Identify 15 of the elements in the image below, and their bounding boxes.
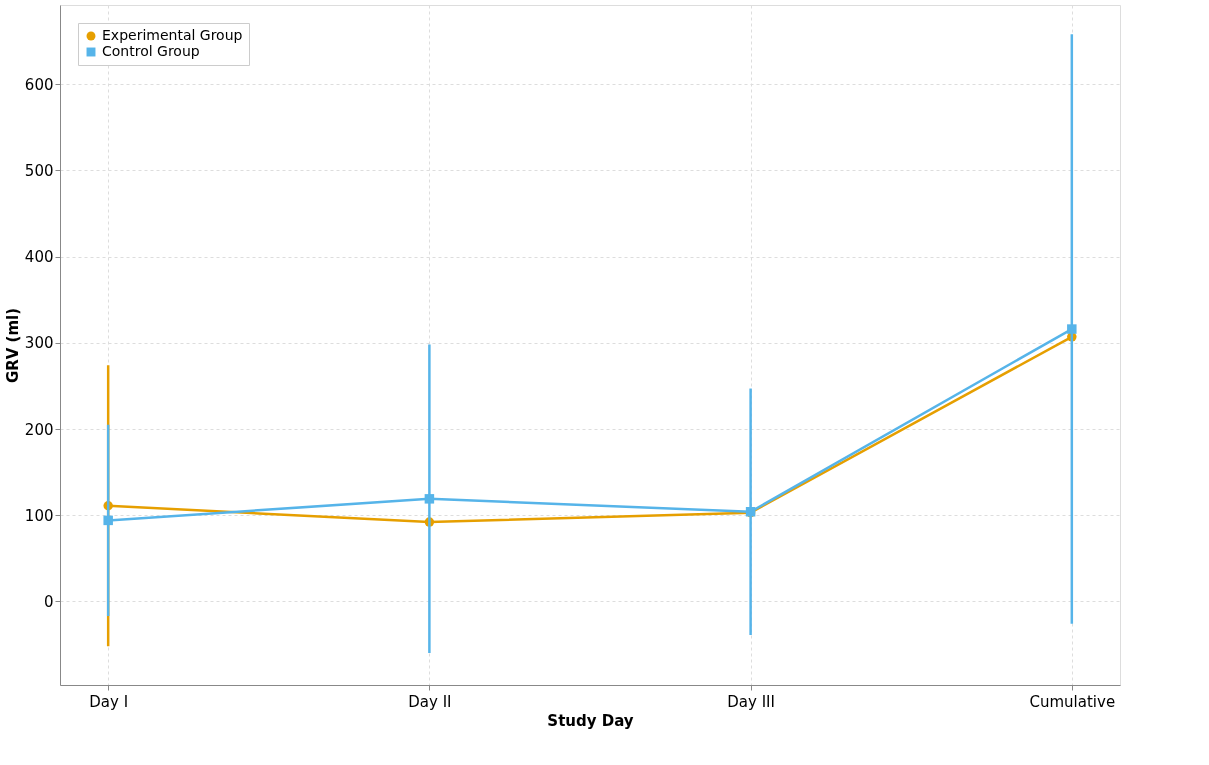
y-axis-title: GRV (ml) xyxy=(3,307,22,384)
y-tick-label: 100 xyxy=(24,506,54,525)
y-tick-label: 200 xyxy=(24,420,54,439)
legend-label: Experimental Group xyxy=(102,27,243,43)
x-tick-label: Day III xyxy=(727,692,775,711)
x-tick-label: Day I xyxy=(89,692,129,711)
y-tick-label: 500 xyxy=(24,161,54,180)
x-axis-title: Study Day xyxy=(547,711,634,730)
y-tick-label: 300 xyxy=(24,334,54,353)
y-tick-label: 600 xyxy=(24,75,54,94)
x-tick-label: Day II xyxy=(408,692,452,711)
y-tick-label: 0 xyxy=(43,592,54,611)
x-tick-label: Cumulative xyxy=(1029,692,1116,711)
y-tick-label: 400 xyxy=(24,248,54,267)
legend-label: Control Group xyxy=(102,43,200,59)
